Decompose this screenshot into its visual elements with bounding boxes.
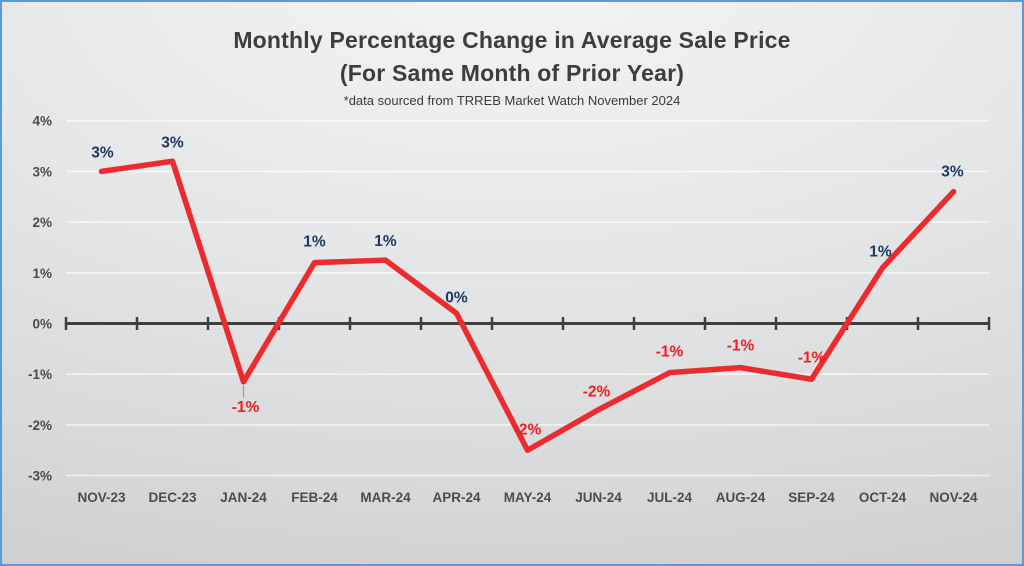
y-axis-label: 4% (32, 114, 52, 129)
data-label: 1% (374, 233, 397, 250)
x-axis-label: JUL-24 (647, 490, 693, 505)
data-label: 3% (161, 134, 184, 151)
y-axis-label: -2% (28, 418, 52, 433)
data-label: -1% (798, 349, 826, 366)
y-axis-label: 0% (32, 317, 52, 332)
x-axis-label: APR-24 (432, 490, 481, 505)
data-label: -1% (727, 338, 755, 355)
data-label: 1% (869, 244, 892, 261)
x-axis-label: NOV-23 (77, 490, 126, 505)
x-axis-label: FEB-24 (291, 490, 338, 505)
series-line (98, 158, 957, 453)
x-axis-label: MAR-24 (360, 490, 411, 505)
y-axis-label: 3% (32, 164, 52, 179)
data-label: 0% (445, 289, 468, 306)
data-label: 1% (303, 234, 326, 251)
x-axis-label: MAY-24 (504, 490, 552, 505)
x-axis-label: OCT-24 (859, 490, 907, 505)
x-axis-label: JAN-24 (220, 490, 267, 505)
y-axis-label: -1% (28, 367, 52, 382)
x-axis-label: NOV-24 (929, 490, 978, 505)
data-label: -1% (656, 344, 684, 361)
x-axis-label: SEP-24 (788, 490, 835, 505)
data-label: -2% (583, 384, 611, 401)
x-axis-label: JUN-24 (575, 490, 622, 505)
x-axis-label: DEC-23 (148, 490, 197, 505)
data-label: -2% (514, 421, 542, 438)
x-axis-label: AUG-24 (716, 490, 766, 505)
data-label: 3% (91, 144, 114, 161)
y-axis-label: 1% (32, 266, 52, 281)
data-label: 3% (941, 164, 964, 181)
data-label: -1% (232, 399, 260, 416)
y-axis-label: 2% (32, 215, 52, 230)
y-axis-label: -3% (28, 469, 52, 484)
